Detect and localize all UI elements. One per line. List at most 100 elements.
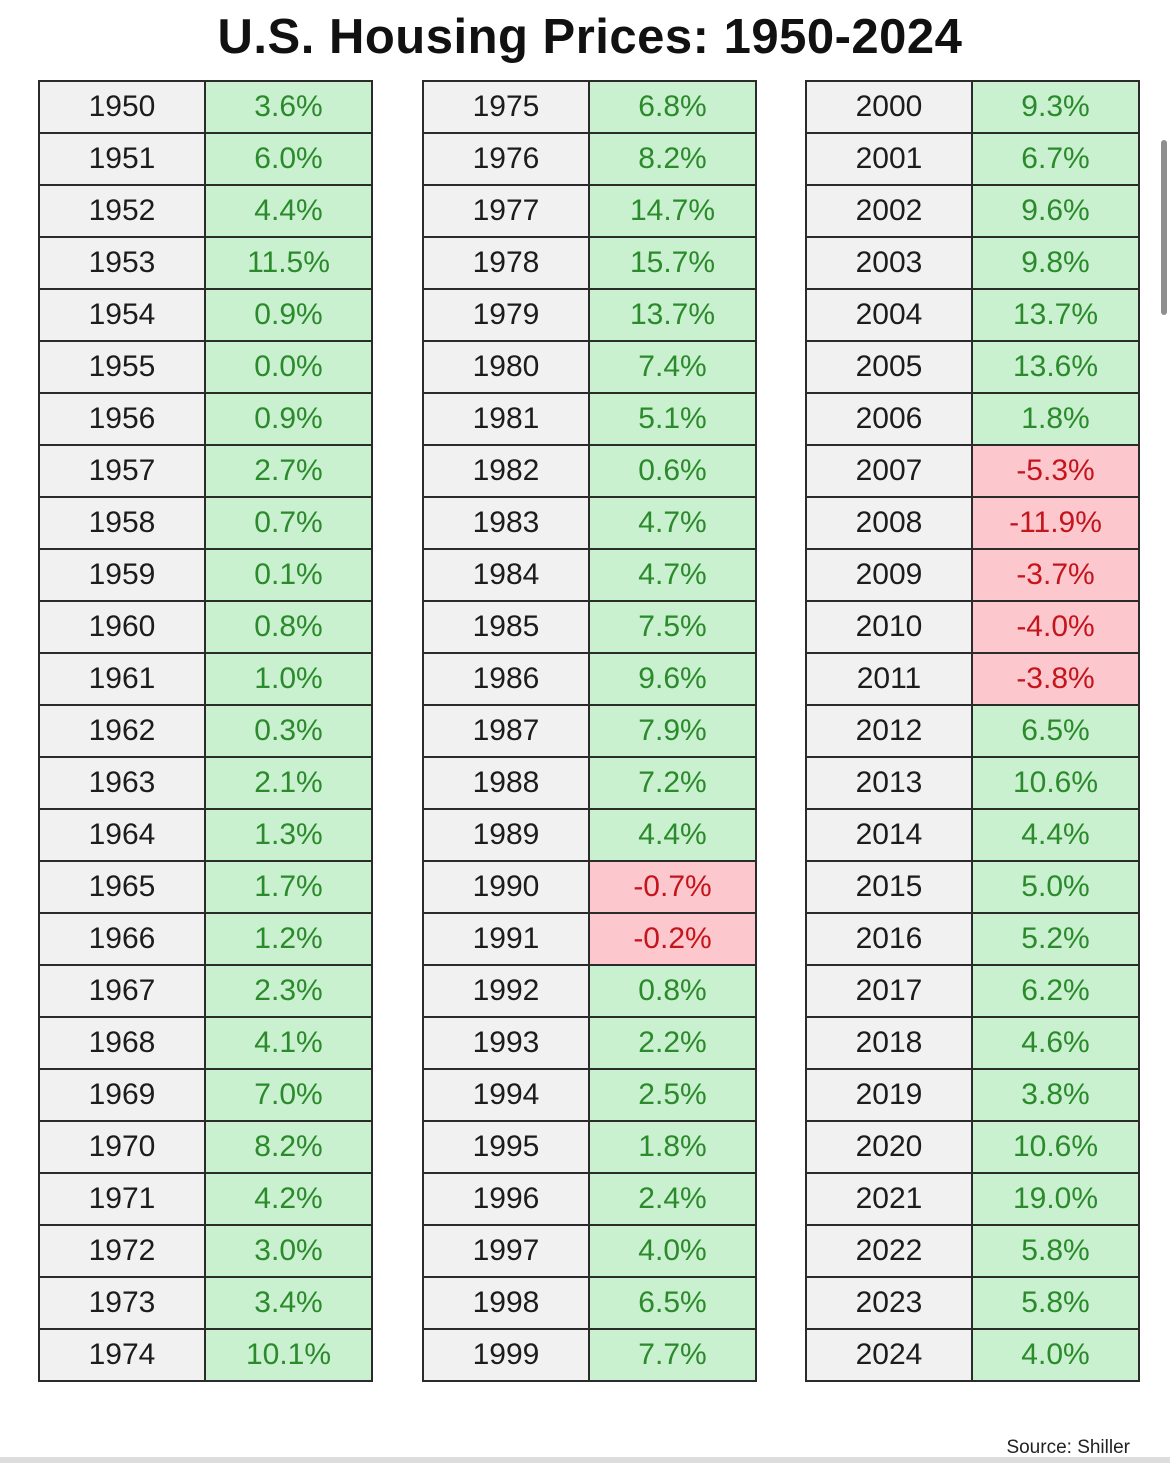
table-row: 1996 2.4% — [422, 1172, 757, 1226]
table-row: 1982 0.6% — [422, 444, 757, 498]
table-row: 2011 -3.8% — [805, 652, 1140, 706]
year-cell: 1996 — [422, 1172, 590, 1226]
year-cell: 2022 — [805, 1224, 973, 1278]
year-cell: 1960 — [38, 600, 206, 654]
table-row: 1993 2.2% — [422, 1016, 757, 1070]
positive-change-cell: 7.5% — [588, 600, 757, 654]
table-row: 2020 10.6% — [805, 1120, 1140, 1174]
year-cell: 1993 — [422, 1016, 590, 1070]
positive-change-cell: 19.0% — [971, 1172, 1140, 1226]
year-cell: 1950 — [38, 80, 206, 134]
table-row: 2017 6.2% — [805, 964, 1140, 1018]
positive-change-cell: 7.9% — [588, 704, 757, 758]
year-cell: 1975 — [422, 80, 590, 134]
year-cell: 2018 — [805, 1016, 973, 1070]
positive-change-cell: 8.2% — [588, 132, 757, 186]
data-table-2000-2024: 2000 9.3% 2001 6.7% 2002 9.6% 2003 9.8% 2004 13.7… — [805, 80, 1140, 1382]
positive-change-cell: 0.7% — [204, 496, 373, 550]
positive-change-cell: 7.7% — [588, 1328, 757, 1382]
positive-change-cell: 1.7% — [204, 860, 373, 914]
table-row: 1979 13.7% — [422, 288, 757, 342]
year-cell: 2007 — [805, 444, 973, 498]
year-cell: 1994 — [422, 1068, 590, 1122]
year-cell: 1990 — [422, 860, 590, 914]
year-cell: 1976 — [422, 132, 590, 186]
table-row: 1984 4.7% — [422, 548, 757, 602]
positive-change-cell: 6.8% — [588, 80, 757, 134]
table-row: 1973 3.4% — [38, 1276, 373, 1330]
negative-change-cell: -0.7% — [588, 860, 757, 914]
table-row: 2005 13.6% — [805, 340, 1140, 394]
table-row: 1969 7.0% — [38, 1068, 373, 1122]
positive-change-cell: 1.8% — [588, 1120, 757, 1174]
positive-change-cell: 7.0% — [204, 1068, 373, 1122]
positive-change-cell: 2.7% — [204, 444, 373, 498]
positive-change-cell: 4.1% — [204, 1016, 373, 1070]
table-row: 1994 2.5% — [422, 1068, 757, 1122]
year-cell: 2020 — [805, 1120, 973, 1174]
table-row: 2002 9.6% — [805, 184, 1140, 238]
table-row: 2007 -5.3% — [805, 444, 1140, 498]
year-cell: 1980 — [422, 340, 590, 394]
positive-change-cell: 7.2% — [588, 756, 757, 810]
year-cell: 1958 — [38, 496, 206, 550]
table-row: 1960 0.8% — [38, 600, 373, 654]
positive-change-cell: 0.9% — [204, 288, 373, 342]
table-row: 2022 5.8% — [805, 1224, 1140, 1278]
table-row: 1995 1.8% — [422, 1120, 757, 1174]
table-row: 2006 1.8% — [805, 392, 1140, 446]
table-row: 1974 10.1% — [38, 1328, 373, 1382]
positive-change-cell: 3.6% — [204, 80, 373, 134]
year-cell: 1989 — [422, 808, 590, 862]
table-row: 2010 -4.0% — [805, 600, 1140, 654]
table-row: 1997 4.0% — [422, 1224, 757, 1278]
year-cell: 1991 — [422, 912, 590, 966]
year-cell: 1969 — [38, 1068, 206, 1122]
positive-change-cell: 1.0% — [204, 652, 373, 706]
year-cell: 2000 — [805, 80, 973, 134]
table-row: 1956 0.9% — [38, 392, 373, 446]
year-cell: 2006 — [805, 392, 973, 446]
positive-change-cell: 9.3% — [971, 80, 1140, 134]
table-row: 2000 9.3% — [805, 80, 1140, 134]
positive-change-cell: 4.6% — [971, 1016, 1140, 1070]
scrollbar-thumb[interactable] — [1161, 140, 1167, 315]
positive-change-cell: 10.6% — [971, 1120, 1140, 1174]
year-cell: 1956 — [38, 392, 206, 446]
positive-change-cell: 4.4% — [204, 184, 373, 238]
positive-change-cell: 4.4% — [588, 808, 757, 862]
positive-change-cell: 6.7% — [971, 132, 1140, 186]
table-row: 1987 7.9% — [422, 704, 757, 758]
table-row: 2015 5.0% — [805, 860, 1140, 914]
year-cell: 1992 — [422, 964, 590, 1018]
positive-change-cell: 9.6% — [588, 652, 757, 706]
positive-change-cell: 4.7% — [588, 548, 757, 602]
year-cell: 2019 — [805, 1068, 973, 1122]
year-cell: 1968 — [38, 1016, 206, 1070]
year-cell: 1961 — [38, 652, 206, 706]
year-cell: 1983 — [422, 496, 590, 550]
positive-change-cell: 0.8% — [588, 964, 757, 1018]
positive-change-cell: 10.6% — [971, 756, 1140, 810]
table-row: 1968 4.1% — [38, 1016, 373, 1070]
year-cell: 2010 — [805, 600, 973, 654]
table-row: 1972 3.0% — [38, 1224, 373, 1278]
positive-change-cell: 1.8% — [971, 392, 1140, 446]
positive-change-cell: 0.1% — [204, 548, 373, 602]
table-row: 1963 2.1% — [38, 756, 373, 810]
year-cell: 2013 — [805, 756, 973, 810]
table-row: 2023 5.8% — [805, 1276, 1140, 1330]
positive-change-cell: 15.7% — [588, 236, 757, 290]
year-cell: 1988 — [422, 756, 590, 810]
year-cell: 1998 — [422, 1276, 590, 1330]
year-cell: 1995 — [422, 1120, 590, 1174]
year-cell: 1963 — [38, 756, 206, 810]
table-row: 1965 1.7% — [38, 860, 373, 914]
year-cell: 2009 — [805, 548, 973, 602]
bottom-edge — [0, 1457, 1170, 1463]
year-cell: 2015 — [805, 860, 973, 914]
table-row: 1954 0.9% — [38, 288, 373, 342]
table-row: 2024 4.0% — [805, 1328, 1140, 1382]
year-cell: 1962 — [38, 704, 206, 758]
year-cell: 1985 — [422, 600, 590, 654]
